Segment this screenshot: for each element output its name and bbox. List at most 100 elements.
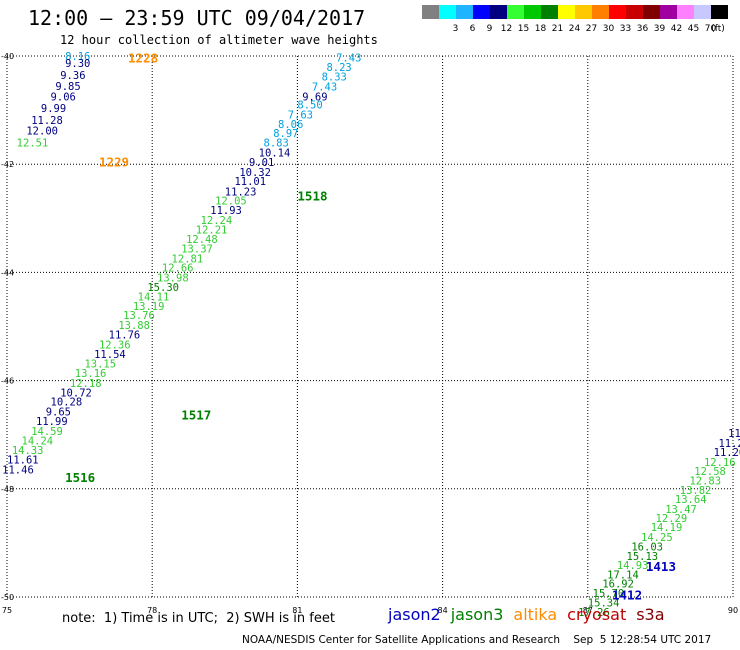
satellite-altika: altika: [513, 605, 558, 624]
swh-value: 16.92: [602, 578, 634, 590]
swh-value: 11.21: [718, 438, 740, 450]
swh-value: 9.30: [65, 58, 90, 70]
legend-swatch: [439, 5, 456, 19]
satellite-jason3: jason3: [450, 605, 504, 624]
pass-time-label: 1516: [65, 470, 95, 485]
swh-value: 13.16: [75, 368, 107, 380]
legend-swatch: [524, 5, 541, 19]
axis-ticks: 75 78 81 84 87 90 -40 -42 -44 -46 -48 -50: [1, 52, 738, 615]
swh-value: 11.54: [94, 349, 126, 361]
swh-value: 14.93: [617, 560, 649, 572]
swh-value: 8.83: [264, 138, 289, 150]
swh-value: 11.46: [2, 464, 34, 476]
legend-label: 27: [585, 24, 598, 34]
swh-value: 13.37: [181, 244, 213, 256]
swh-value: 14.25: [641, 532, 673, 544]
swh-value: 7.63: [288, 109, 313, 121]
swh-value: 16.03: [631, 542, 663, 554]
swh-value: 12.48: [186, 234, 218, 246]
legend-swatch: [473, 5, 490, 19]
credit-line: NOAA/NESDIS Center for Satellite Applica…: [242, 634, 712, 646]
legend-swatch: [643, 5, 660, 19]
x-tick-label: 81: [292, 606, 302, 615]
legend-swatch: [694, 5, 711, 19]
swh-value: 10.72: [60, 388, 92, 400]
legend-swatch: [422, 5, 439, 19]
swh-value: 11.76: [109, 330, 141, 342]
pass-time-label: 1518: [297, 189, 327, 204]
swh-values: 8.169.309.369.859.069.9911.2812.0012.517…: [2, 51, 740, 619]
swh-value: 9.06: [51, 92, 76, 104]
legend-label: 70: [704, 24, 717, 34]
pass-time-label: 1413: [646, 559, 676, 574]
y-tick-label: -44: [1, 268, 14, 277]
swh-value: 12.58: [694, 466, 726, 478]
pass-time-label: 1412: [612, 587, 642, 602]
map-grid: [6, 55, 734, 598]
swh-value: 10.32: [239, 167, 271, 179]
swh-value: 12.05: [215, 195, 247, 207]
pass-time-labels: 1228 1229 1518 1517 1516 1413 1412: [65, 51, 676, 603]
swh-value: 13.19: [133, 301, 165, 313]
satellite-s3a: s3a: [636, 605, 665, 624]
legend-label: 15: [517, 24, 530, 34]
swh-value: 13.15: [84, 358, 116, 370]
swh-value: 11.01: [234, 176, 266, 188]
legend-label: 18: [534, 24, 547, 34]
swh-value: 11.28: [31, 115, 63, 127]
swh-value: 17.14: [607, 569, 639, 581]
legend-label: 42: [670, 24, 683, 34]
swh-value: 13.82: [680, 485, 712, 497]
swh-value: 11.99: [36, 416, 68, 428]
swh-value: 12.51: [17, 138, 49, 150]
swh-value: 7.43: [312, 81, 337, 93]
legend-swatch: [677, 5, 694, 19]
swh-value: 15.30: [147, 282, 179, 294]
x-tick-label: 90: [728, 606, 738, 615]
legend-swatch: [575, 5, 592, 19]
y-tick-label: -42: [1, 160, 14, 169]
pass-time-label: 1228: [128, 51, 158, 66]
legend-label: 12: [500, 24, 513, 34]
swh-value: 11.26: [714, 447, 740, 459]
swh-value: 9.69: [302, 92, 327, 104]
swh-value: 14.24: [22, 436, 54, 448]
swh-value: 9.01: [249, 157, 274, 169]
pass-time-label: 1229: [99, 154, 129, 169]
legend-unit: (ft): [711, 24, 725, 34]
legend-label: 3: [452, 24, 459, 34]
swh-value: 15.13: [627, 551, 659, 563]
x-tick-label: 87: [583, 606, 593, 615]
satellite-legend: jason2 jason3 altika cryosat s3a: [388, 605, 675, 624]
swh-value: 8.23: [326, 62, 351, 74]
swh-value: 14.33: [12, 445, 44, 457]
swh-value: 13.76: [123, 310, 155, 322]
swh-value: 11.93: [210, 205, 242, 217]
swh-value: 10.14: [259, 147, 291, 159]
legend-swatch: [558, 5, 575, 19]
y-tick-label: -48: [1, 485, 14, 494]
satellite-cryosat: cryosat: [567, 605, 627, 624]
swh-value: 9.85: [55, 81, 80, 93]
swh-value: 10.28: [51, 397, 83, 409]
swh-value: 11.2: [728, 428, 740, 440]
legend-label: 30: [602, 24, 615, 34]
swh-value: 8.33: [322, 72, 347, 84]
legend-label: 45: [687, 24, 700, 34]
swh-value: 13.47: [665, 504, 697, 516]
swh-value: 12.81: [172, 253, 204, 265]
swh-value: 11.23: [225, 186, 257, 198]
swh-value: 17.26: [578, 607, 610, 619]
swh-value: 14.11: [138, 292, 170, 304]
swh-value: 9.65: [46, 406, 71, 418]
legend-swatch: [592, 5, 609, 19]
legend-swatch: [541, 5, 558, 19]
swh-value: 15.34: [588, 597, 620, 609]
pass-time-label: 1517: [181, 408, 211, 423]
swh-value: 13.64: [675, 494, 707, 506]
x-tick-label: 78: [147, 606, 157, 615]
swh-value: 12.29: [656, 513, 688, 525]
swh-value: 9.99: [41, 103, 66, 115]
legend-label: 6: [469, 24, 476, 34]
legend-label: 36: [636, 24, 649, 34]
